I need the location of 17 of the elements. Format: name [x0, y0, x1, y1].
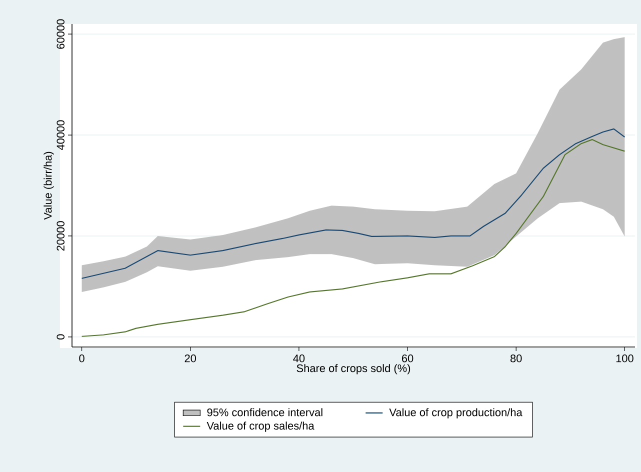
y-tick-label: 40000	[56, 120, 64, 150]
y-axis-title: Value (birr/ha)	[44, 152, 54, 220]
legend-label: 95% confidence interval	[207, 408, 322, 416]
x-tick-label: 100	[616, 354, 634, 362]
line-series	[81, 139, 626, 337]
line-series	[81, 128, 626, 279]
y-tick-label: 0	[56, 334, 64, 340]
x-tick-label: 20	[184, 354, 196, 362]
y-tick-label: 60000	[56, 19, 64, 49]
legend-label: Value of crop production/ha	[389, 408, 522, 418]
x-tick-label: 0	[79, 354, 84, 362]
y-tick-label: 20000	[56, 221, 64, 251]
x-tick-label: 60	[402, 354, 414, 362]
x-tick-label: 40	[293, 354, 305, 362]
legend-label: Value of crop sales/ha	[206, 422, 314, 432]
x-tick-label: 80	[510, 354, 522, 362]
x-axis-title: Share of crops sold (%)	[296, 364, 410, 374]
